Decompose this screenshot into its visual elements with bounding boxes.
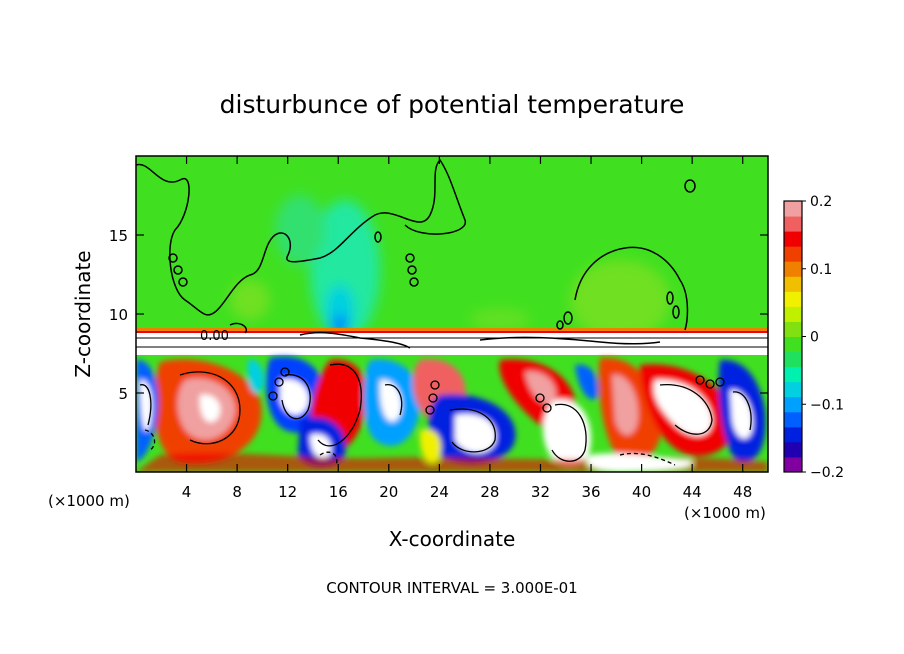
x-tick-label: 48 [733, 483, 752, 501]
chart-title: disturbunce of potential temperature [220, 90, 685, 119]
x-tick-label: 20 [379, 483, 398, 501]
colorbar-swatch [784, 351, 802, 368]
x-tick-label: 28 [480, 483, 499, 501]
x-tick-label: 24 [430, 483, 449, 501]
x-tick-label: 32 [531, 483, 550, 501]
colorbar-swatch [784, 246, 802, 262]
colorbar-swatch [784, 231, 802, 247]
colorbar-swatch [784, 201, 802, 217]
colorbar-frame [783, 200, 803, 473]
colorbar-tick-label: −0.2 [810, 465, 844, 481]
x-unit-left: (×1000 m) [48, 492, 130, 510]
x-tick-label: 36 [581, 483, 600, 501]
colorbar-swatch [784, 366, 802, 383]
x-tick-label: 44 [683, 483, 702, 501]
colorbar [784, 201, 802, 473]
colorbar-swatch [784, 381, 802, 398]
y-axis: 5 10 15 [109, 227, 768, 403]
x-axis-label: X-coordinate [389, 527, 516, 551]
colorbar-swatch [784, 276, 802, 292]
colorbar-tick-label: −0.1 [810, 397, 844, 413]
y-tick-label: 10 [109, 306, 128, 324]
colorbar-tick-label: 0 [810, 330, 819, 346]
colorbar-swatch [784, 456, 802, 473]
colorbar-swatch [784, 426, 802, 443]
y-axis-label: Z-coordinate [71, 250, 95, 377]
colorbar-swatch [784, 411, 802, 428]
contour-interval-note: CONTOUR INTERVAL = 3.000E-01 [326, 579, 577, 597]
x-tick-label: 16 [329, 483, 348, 501]
colorbar-ticks: 0.2 0.1 0 −0.1 −0.2 [802, 194, 844, 481]
x-axis: 4 8 12 16 20 24 28 32 36 40 44 48 [182, 156, 752, 501]
y-tick-label: 5 [118, 385, 128, 403]
colorbar-swatch [784, 261, 802, 277]
x-tick-label: 12 [278, 483, 297, 501]
colorbar-swatch [784, 291, 802, 307]
contour-label: 0.00 [200, 329, 229, 344]
colorbar-swatch [784, 336, 802, 353]
x-unit-right: (×1000 m) [684, 504, 766, 522]
x-tick-label: 4 [182, 483, 192, 501]
y-tick-label: 15 [109, 227, 128, 245]
colorbar-swatch [784, 441, 802, 458]
colorbar-tick-label: 0.1 [810, 262, 832, 278]
colorbar-swatch [784, 216, 802, 232]
x-tick-label: 8 [232, 483, 242, 501]
plot-area: 0.00 [136, 156, 768, 472]
colorbar-swatch [784, 306, 802, 322]
colorbar-tick-label: 0.2 [810, 194, 832, 210]
colorbar-swatch [784, 396, 802, 413]
x-tick-label: 40 [632, 483, 651, 501]
colorbar-swatch [784, 321, 802, 337]
